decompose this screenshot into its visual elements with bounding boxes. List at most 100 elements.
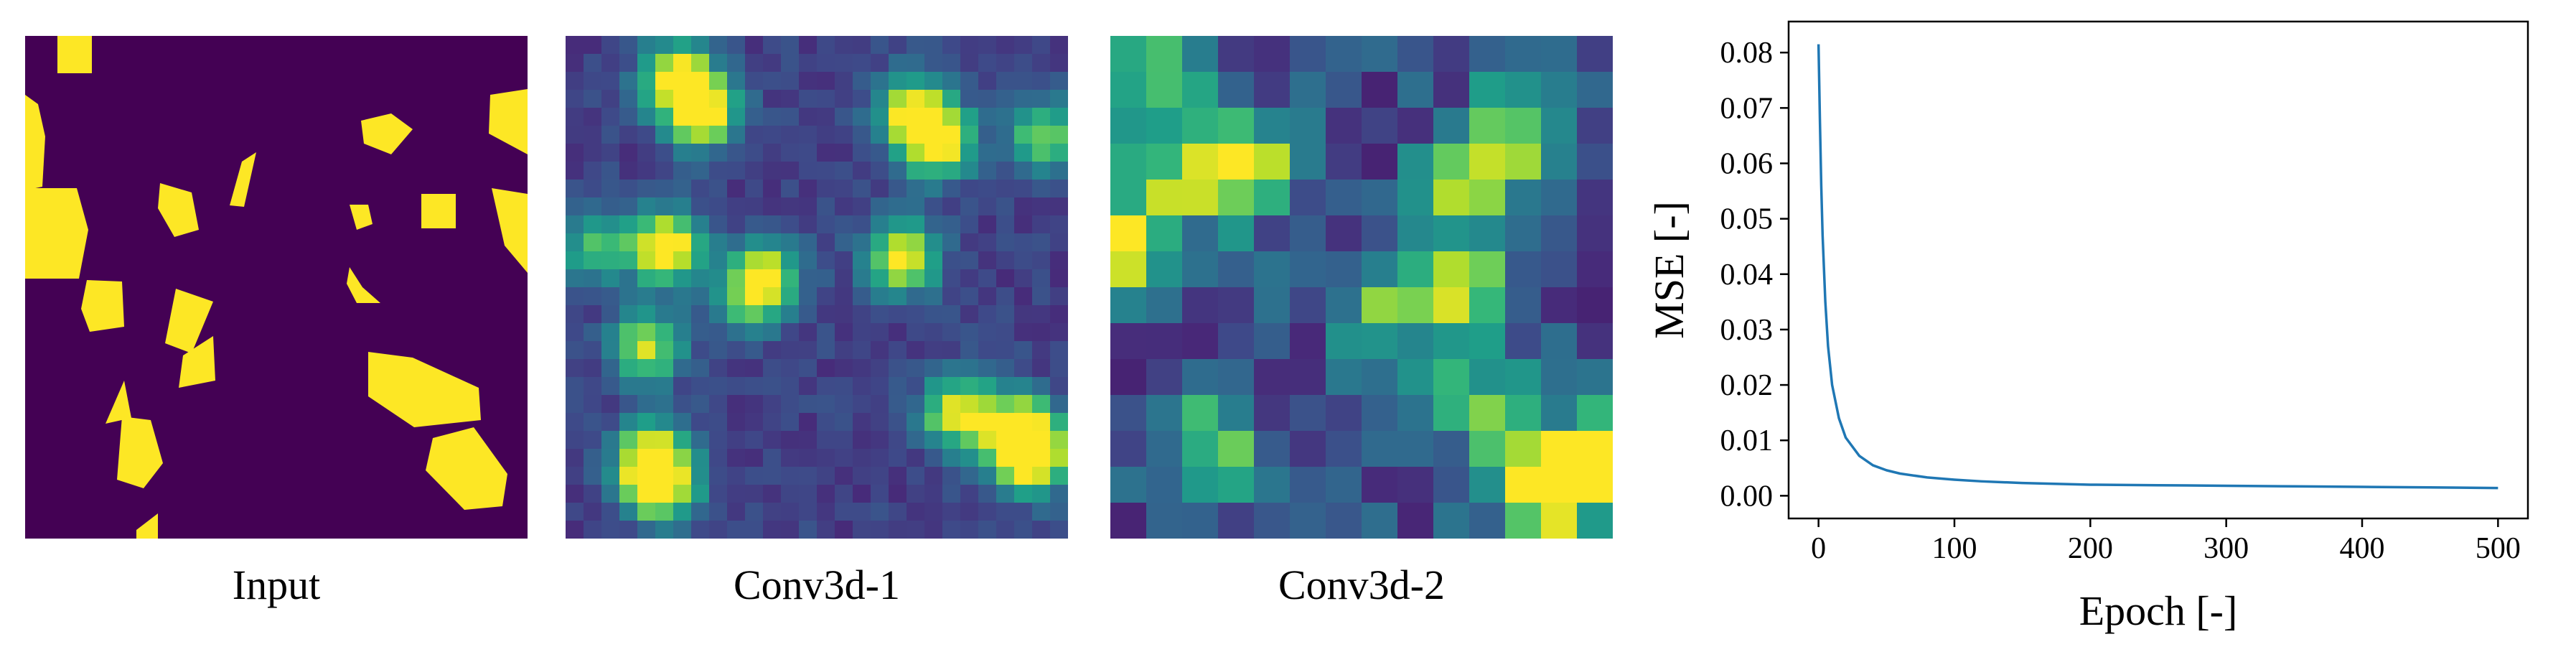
heatmap-cell [924,449,943,467]
heatmap-cell [853,503,871,521]
heatmap-cell [727,431,746,450]
heatmap-cell [1541,108,1578,144]
heatmap-cell [799,521,818,539]
heatmap-cell [709,413,728,432]
heatmap-cell [601,305,620,324]
heatmap-cell [978,485,997,503]
heatmap-cell [853,54,871,73]
heatmap-cell [691,377,710,396]
heatmap-cell [745,215,764,234]
heatmap-cell [960,269,979,288]
heatmap-cell [1014,377,1033,396]
heatmap-cell [1577,180,1613,216]
heatmap-cell [745,395,764,414]
heatmap-cell [853,36,871,55]
heatmap-cell [584,341,602,360]
heatmap-cell [1050,108,1068,126]
heatmap-cell [960,395,979,414]
heatmap-cell [709,467,728,485]
heatmap-cell [1469,108,1506,144]
heatmap-cell [584,521,602,539]
heatmap-cell [871,485,889,503]
heatmap-cell [942,144,961,162]
heatmap-cell [960,413,979,432]
heatmap-cell [853,485,871,503]
y-tick-label: 0.04 [1720,259,1774,292]
heatmap-cell [601,467,620,485]
heatmap-cell [907,233,925,252]
heatmap-cell [1362,287,1398,324]
heatmap-cell [907,467,925,485]
heatmap-cell [799,197,818,216]
heatmap-cell [655,449,674,467]
heatmap-cell [960,90,979,108]
heatmap-cell [960,449,979,467]
heatmap-cell [978,90,997,108]
heatmap-cell [619,126,638,144]
heatmap-cell [619,108,638,126]
heatmap-cell [924,126,943,144]
heatmap-cell [1290,215,1326,252]
heatmap-cell [960,108,979,126]
heatmap-cell [1362,180,1398,216]
heatmap-cell [709,233,728,252]
heatmap-cell [727,162,746,180]
heatmap-cell [871,197,889,216]
heatmap-cell [745,233,764,252]
heatmap-cell [763,341,782,360]
heatmap-cell [566,162,584,180]
y-tick-label: 0.05 [1720,203,1774,236]
heatmap-cell [637,180,656,198]
heatmap-cell [1505,36,1542,73]
heatmap-cell [889,467,907,485]
heatmap-cell [601,54,620,73]
heatmap-cell [584,233,602,252]
heatmap-cell [1014,521,1033,539]
heatmap-cell [655,108,674,126]
heatmap-cell [817,449,835,467]
heatmap-cell [745,323,764,342]
heatmap-cell [924,503,943,521]
heatmap-cell [763,305,782,324]
heatmap-cell [1290,180,1326,216]
heatmap-cell [799,72,818,90]
heatmap-cell [619,449,638,467]
heatmap-cell [960,359,979,378]
heatmap-cell [619,287,638,306]
heatmap-cell [691,72,710,90]
heatmap-cell [1541,180,1578,216]
heatmap-cell [1397,359,1434,396]
heatmap-cell [709,197,728,216]
heatmap-cell [871,180,889,198]
heatmap-cell [1326,144,1362,180]
heatmap-cell [1182,395,1219,432]
heatmap-cell [1032,233,1051,252]
heatmap-cell [942,233,961,252]
heatmap-cell [889,108,907,126]
mask-particle [179,336,215,388]
input-panel [25,36,528,539]
heatmap-cell [1146,215,1183,252]
heatmap-cell [673,467,692,485]
heatmap-cell [978,197,997,216]
heatmap-cell [978,54,997,73]
heatmap-cell [727,323,746,342]
heatmap-cell [655,215,674,234]
heatmap-cell [584,215,602,234]
heatmap-cell [727,144,746,162]
heatmap-cell [889,359,907,378]
x-tick-label: 300 [2203,532,2249,565]
y-tick-label: 0.00 [1720,480,1774,513]
heatmap-cell [566,431,584,450]
heatmap-cell [673,54,692,73]
heatmap-cell [817,251,835,270]
y-axis-label: MSE [-] [1646,201,1692,339]
heatmap-cell [637,72,656,90]
heatmap-cell [1541,251,1578,288]
mask-particle [81,280,124,332]
heatmap-cell [637,144,656,162]
heatmap-cell [1326,251,1362,288]
heatmap-cell [619,503,638,521]
heatmap-cell [763,287,782,306]
heatmap-cell [709,144,728,162]
